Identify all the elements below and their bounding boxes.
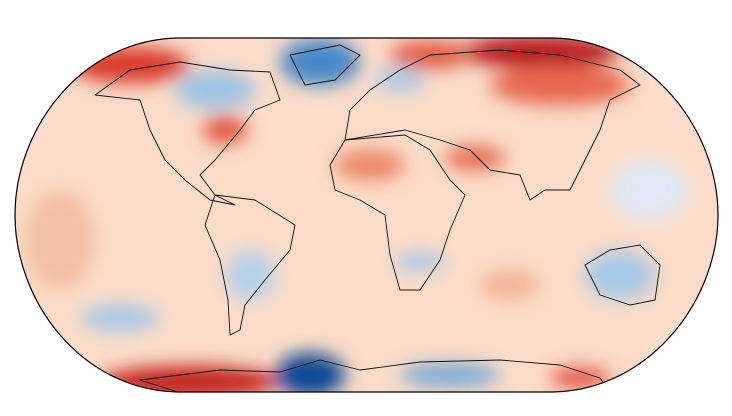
- south-america: [204, 194, 296, 336]
- warm-anomaly: [550, 368, 610, 388]
- coastlines: [94, 44, 661, 392]
- warm-anomaly: [25, 190, 95, 290]
- warm-anomaly: [445, 146, 505, 170]
- cool-anomaly: [80, 304, 160, 332]
- warm-anomaly: [70, 47, 190, 83]
- cool-anomaly: [375, 68, 425, 92]
- eurasia: [344, 49, 641, 201]
- anomaly-blobs: [25, 38, 690, 392]
- warm-anomaly: [460, 38, 620, 68]
- north-america: [94, 61, 281, 206]
- map-outline: [14, 37, 719, 393]
- cool-anomaly: [275, 353, 345, 392]
- cool-anomaly: [225, 250, 275, 300]
- cool-anomaly: [395, 252, 445, 272]
- warm-anomaly: [490, 65, 630, 105]
- cool-anomaly: [610, 160, 690, 220]
- warm-anomaly: [480, 270, 540, 300]
- warm-anomaly: [203, 116, 247, 144]
- australia: [584, 244, 661, 306]
- antarctica: [139, 359, 611, 392]
- cool-anomaly: [175, 70, 255, 110]
- africa: [329, 134, 466, 291]
- cool-anomaly: [585, 250, 655, 300]
- cool-anomaly: [400, 363, 500, 387]
- greenland: [289, 44, 361, 86]
- warm-anomaly: [335, 149, 405, 181]
- cool-anomaly: [280, 38, 360, 86]
